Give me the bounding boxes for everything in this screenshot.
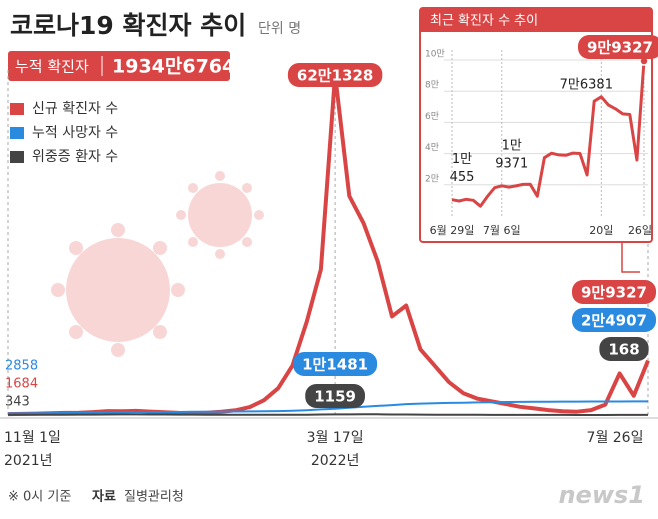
- value-label: 9371: [495, 156, 528, 171]
- value-label-box: 168: [599, 337, 649, 361]
- value-label-box: 62만1328: [287, 63, 383, 87]
- y-tick-label: 8만: [425, 80, 439, 91]
- series-line: [8, 400, 648, 415]
- legend-label: 신규 확진자 수: [32, 101, 118, 117]
- label-bg: [287, 63, 383, 87]
- label-bg: [599, 337, 649, 361]
- label-bg: [572, 308, 656, 332]
- x-tick-label: 6월 29일: [430, 223, 475, 237]
- value-label: 1만: [502, 138, 522, 153]
- x-tick-label: 3월 17일: [307, 430, 364, 446]
- virus-decoration: [51, 171, 264, 357]
- legend-swatch: [10, 151, 24, 163]
- legend-swatch: [10, 127, 24, 139]
- total-value: 1934만6764: [112, 56, 235, 78]
- value-label: 9만9327: [587, 39, 653, 57]
- y-tick-label: 6만: [425, 111, 439, 122]
- value-label-box: 9만9327: [578, 35, 658, 59]
- source: 질병관리청: [124, 490, 184, 505]
- unit: 단위 명: [258, 21, 301, 37]
- value-label: 168: [608, 341, 639, 359]
- x-tick-label: 11월 1일: [4, 430, 61, 446]
- legend-label: 누적 사망자 수: [32, 125, 118, 141]
- label-bg: [578, 35, 658, 59]
- footnote: ※ 0시 기준: [8, 490, 71, 505]
- value-label-box: 1159: [305, 384, 365, 408]
- x-tick-label: 26일: [628, 223, 652, 237]
- x-tick-label: 20일: [589, 223, 613, 237]
- value-label: 7만6381: [560, 77, 613, 92]
- value-label: 2만4907: [581, 312, 647, 330]
- value-label: 455: [450, 170, 475, 185]
- label-bg: [305, 384, 365, 408]
- inset-bracket: [621, 242, 640, 273]
- x-tick-label: 7월 26일: [587, 430, 644, 446]
- y-tick-label: 10만: [425, 49, 445, 60]
- y-tick-label: 4만: [425, 142, 439, 153]
- legend-swatch: [10, 103, 24, 115]
- value-label: 1159: [314, 388, 356, 406]
- series-line: [8, 413, 648, 416]
- x-sublabel: 2021년: [4, 453, 53, 469]
- series-line: [7, 72, 650, 417]
- value-label: 343: [5, 395, 30, 410]
- y-tick-label: 2만: [425, 173, 439, 184]
- label-bg: [572, 280, 656, 304]
- inset-title: 최근 확진자 수 추이: [430, 14, 538, 29]
- series-line: [451, 60, 646, 208]
- value-label: 62만1328: [297, 67, 373, 85]
- value-label-box: 1만1481: [293, 352, 378, 376]
- title: 코로나19 확진자 추이: [10, 11, 246, 40]
- label-bg: [293, 352, 378, 376]
- value-label: 2858: [5, 359, 38, 374]
- value-label: 9만9327: [581, 284, 647, 302]
- value-label: 1만: [452, 152, 472, 167]
- source-label: 자료: [92, 490, 116, 505]
- value-label: 1684: [5, 377, 38, 392]
- legend-label: 위중증 환자 수: [32, 149, 118, 165]
- x-tick-label: 7월 6일: [483, 223, 521, 237]
- inset-header: [420, 8, 652, 32]
- total-label: 누적 확진자: [15, 58, 89, 76]
- value-label-box: 9만9327: [572, 280, 656, 304]
- value-label: 1만1481: [302, 356, 368, 374]
- x-sublabel: 2022년: [311, 453, 360, 469]
- total-badge: [8, 51, 230, 81]
- logo: news1: [558, 481, 645, 509]
- value-label-box: 2만4907: [572, 308, 656, 332]
